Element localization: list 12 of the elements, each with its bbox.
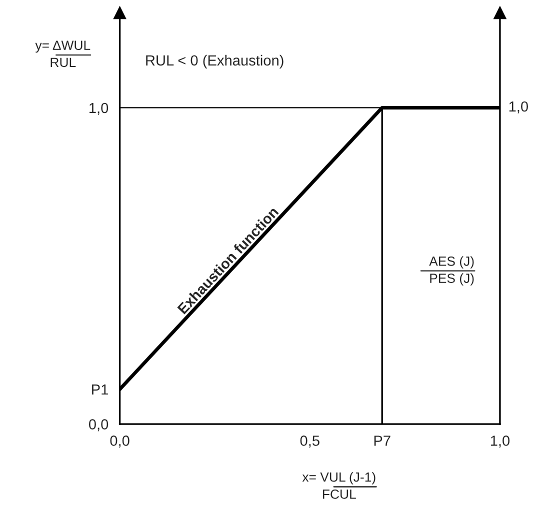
annotation: RUL < 0 (Exhaustion) <box>146 54 284 68</box>
x-axis-title: x= VUL (J-1) FCUL <box>302 472 376 499</box>
y-tick-label: 0,0 <box>88 419 108 432</box>
y-tick-label: 1,0 <box>90 102 108 115</box>
y-axis-title: y= ΔWUL RUL <box>35 40 90 68</box>
x-tick-label: 0,5 <box>300 436 320 448</box>
annotation: 1,0 <box>509 101 528 114</box>
y-tick-label: P1 <box>92 384 108 395</box>
x-tick-label: P7 <box>374 436 390 446</box>
x-tick-label: 0,0 <box>110 436 130 448</box>
x-tick-label: 1,0 <box>490 436 510 448</box>
annotation: AES (J) PES (J) <box>429 256 474 286</box>
